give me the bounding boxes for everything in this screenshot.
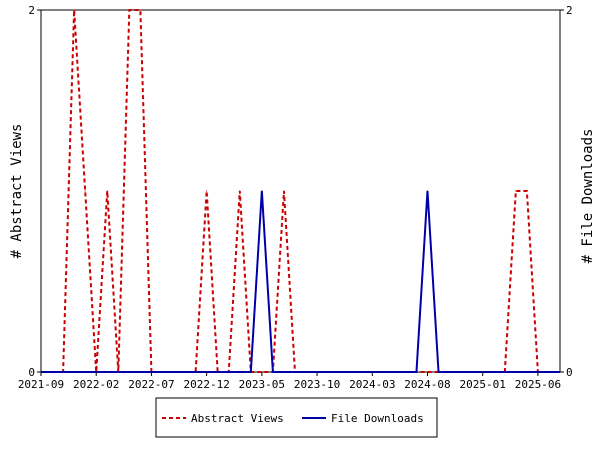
- data-point-file-downloads: [161, 371, 164, 373]
- y-axis-title-right: # File Downloads: [580, 129, 596, 264]
- y-left-tick-label-min: 0: [28, 366, 35, 379]
- data-point-file-downloads: [471, 371, 473, 373]
- data-point-file-downloads: [493, 371, 495, 373]
- legend-label-file-downloads: File Downloads: [331, 412, 424, 425]
- data-point-file-downloads: [526, 371, 528, 373]
- x-tick-label: 2023-05: [239, 378, 285, 391]
- data-point-file-downloads: [515, 371, 517, 373]
- data-point-file-downloads: [548, 371, 550, 373]
- data-point-file-downloads: [117, 371, 119, 373]
- x-tick-label: 2025-01: [460, 378, 506, 391]
- data-point-file-downloads: [128, 371, 130, 373]
- x-tick-label: 2024-03: [349, 378, 395, 391]
- data-point-file-downloads: [504, 371, 506, 373]
- legend-label-abstract-views: Abstract Views: [191, 412, 284, 425]
- data-point-file-downloads: [327, 371, 329, 373]
- data-point-abstract-views: [73, 9, 75, 11]
- data-point-file-downloads: [272, 371, 274, 373]
- data-point-file-downloads: [382, 371, 384, 373]
- data-point-abstract-views: [515, 190, 517, 192]
- legend: Abstract Views File Downloads: [155, 397, 438, 438]
- data-point-file-downloads: [426, 190, 429, 192]
- data-point-file-downloads: [404, 371, 406, 373]
- data-point-file-downloads: [51, 371, 53, 373]
- data-point-abstract-views: [139, 9, 141, 11]
- x-axis: 2021-09 2022-02 2022-07 2022-12 2023-05 2023-…: [18, 372, 561, 391]
- y-axis-title-left: # Abstract Views: [9, 124, 25, 259]
- data-point-file-downloads: [195, 371, 197, 373]
- x-tick-label: 2022-07: [128, 378, 174, 391]
- data-point-file-downloads: [84, 371, 86, 373]
- data-point-file-downloads: [448, 371, 451, 373]
- data-point-file-downloads: [73, 371, 75, 373]
- data-point-abstract-views: [239, 190, 241, 192]
- x-tick-label: 2021-09: [18, 378, 64, 391]
- data-point-file-downloads: [228, 371, 230, 373]
- data-point-file-downloads: [460, 371, 462, 373]
- data-point-abstract-views: [84, 190, 86, 192]
- series-line-file-downloads: [41, 190, 560, 373]
- data-point-file-downloads: [139, 371, 141, 373]
- data-point-file-downloads: [360, 371, 362, 373]
- legend-box: [155, 397, 438, 438]
- plot-area: [40, 9, 561, 373]
- y-right-tick-label-min: 0: [566, 366, 573, 379]
- data-point-file-downloads: [283, 371, 285, 373]
- data-point-abstract-views: [128, 9, 130, 11]
- data-point-file-downloads: [217, 371, 219, 373]
- data-point-file-downloads: [183, 371, 186, 373]
- data-point-abstract-views: [106, 190, 108, 192]
- x-tick-label: 2024-08: [404, 378, 450, 391]
- x-tick-label: 2022-12: [183, 378, 229, 391]
- data-point-file-downloads: [393, 371, 395, 373]
- data-point-file-downloads: [239, 371, 241, 373]
- data-point-file-downloads: [349, 371, 351, 373]
- data-point-file-downloads: [250, 371, 252, 373]
- data-point-abstract-views: [283, 190, 285, 192]
- x-tick-label: 2025-06: [515, 378, 561, 391]
- data-point-file-downloads: [62, 371, 64, 373]
- data-point-file-downloads: [415, 371, 418, 373]
- x-tick-label: 2022-02: [73, 378, 119, 391]
- data-point-file-downloads: [338, 371, 340, 373]
- data-point-abstract-views: [526, 190, 528, 192]
- data-point-file-downloads: [437, 371, 440, 373]
- y-right-tick-label-max: 2: [566, 4, 573, 17]
- data-point-file-downloads: [106, 371, 108, 373]
- x-tick-label: 2023-10: [294, 378, 340, 391]
- y-left-tick-label-max: 2: [28, 4, 35, 17]
- data-point-file-downloads: [261, 190, 263, 192]
- data-point-file-downloads: [305, 371, 307, 373]
- data-point-abstract-views: [206, 190, 208, 192]
- data-point-file-downloads: [172, 371, 175, 373]
- data-point-file-downloads: [294, 371, 296, 373]
